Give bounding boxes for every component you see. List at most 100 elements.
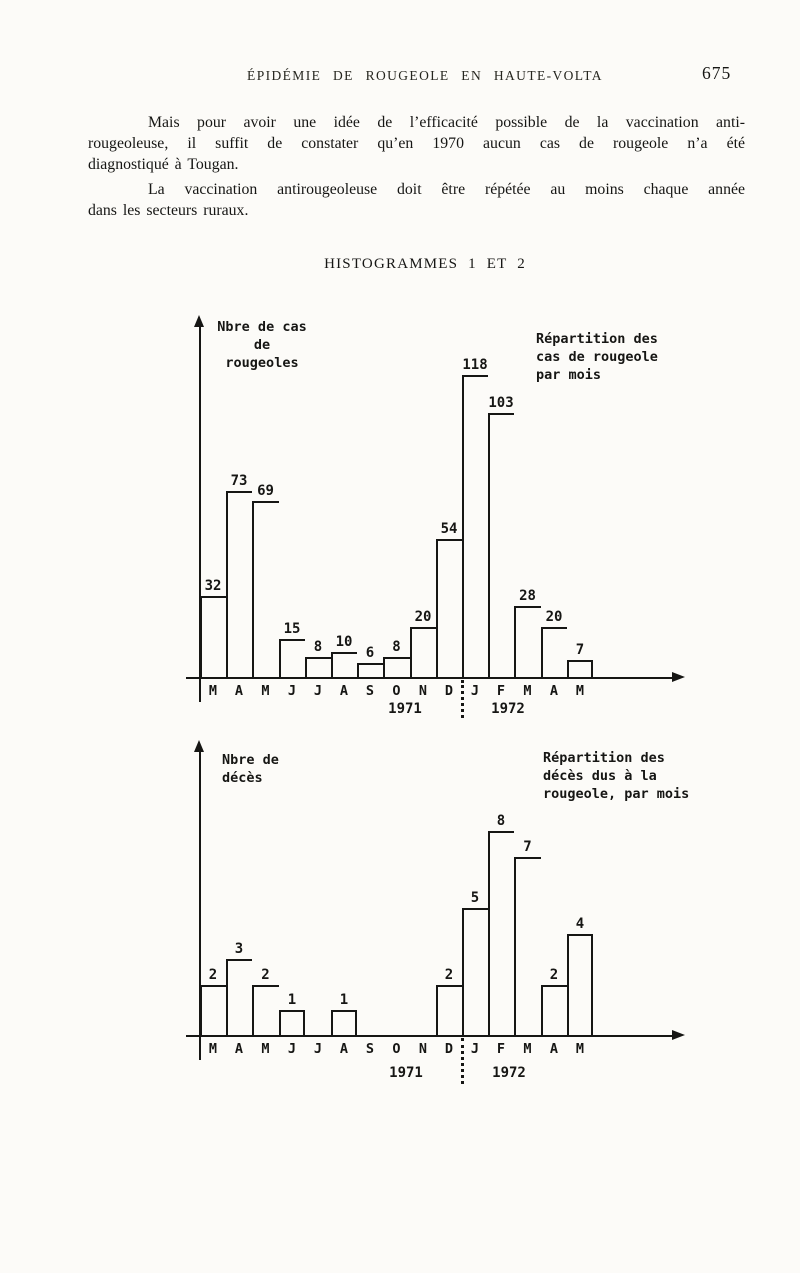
bar xyxy=(226,959,252,1036)
x-tick-label: A xyxy=(339,683,349,699)
x-tick-label: F xyxy=(496,683,506,699)
x-tick-label: O xyxy=(392,1041,401,1057)
bar-value-label: 2 xyxy=(549,967,559,983)
bar xyxy=(279,639,305,678)
bar xyxy=(331,652,357,678)
year-label: 1971 xyxy=(388,701,422,717)
chart-title-line: par mois xyxy=(536,367,602,383)
bar xyxy=(567,660,593,678)
bar-value-label: 118 xyxy=(462,357,488,373)
paragraph-line: diagnostiqué à Tougan. xyxy=(88,156,239,173)
bar-value-label: 8 xyxy=(496,813,506,829)
year-label: 1972 xyxy=(491,701,525,717)
year-divider xyxy=(461,1038,464,1084)
x-tick-label: J xyxy=(287,1041,297,1057)
y-axis xyxy=(199,750,201,1060)
bar xyxy=(541,627,567,678)
x-axis xyxy=(186,1035,672,1037)
x-tick-label: J xyxy=(470,1041,480,1057)
bar-value-label: 4 xyxy=(575,916,585,932)
y-axis-label-line: décès xyxy=(222,770,263,786)
paragraph-line: Mais pour avoir une idée de l’efficacité… xyxy=(148,114,745,131)
x-tick-label: M xyxy=(261,1041,270,1057)
x-tick-label: J xyxy=(313,1041,323,1057)
year-divider xyxy=(461,680,464,718)
x-tick-label: J xyxy=(470,683,480,699)
x-tick-label: A xyxy=(234,683,244,699)
x-tick-label: M xyxy=(523,1041,532,1057)
y-axis xyxy=(199,325,201,702)
bar xyxy=(305,657,331,678)
bar xyxy=(200,985,226,1036)
chart-title-line: Répartition des xyxy=(536,331,658,347)
x-tick-label: N xyxy=(418,1041,428,1057)
x-tick-label: D xyxy=(444,1041,454,1057)
histogram-1-measles-cases: Nbre de cas de rougeoles Répartition des cas… xyxy=(0,310,800,735)
bar-value-label: 3 xyxy=(234,941,244,957)
paragraph-1: Mais pour avoir une idée de l’efficacité… xyxy=(88,112,745,175)
bar xyxy=(436,985,462,1036)
paragraph-2: La vaccination antirougeoleuse doit être… xyxy=(88,179,745,221)
bar-value-label: 20 xyxy=(545,609,563,625)
x-tick-label: J xyxy=(287,683,297,699)
bar-value-label: 28 xyxy=(519,588,536,604)
bar xyxy=(541,985,567,1036)
bar xyxy=(462,908,488,1036)
x-tick-label: M xyxy=(208,1041,218,1057)
paragraph-line: dans les secteurs ruraux. xyxy=(88,202,249,219)
bar-value-label: 7 xyxy=(575,642,585,658)
bar xyxy=(462,375,488,678)
running-head-title: ÉPIDÉMIE DE ROUGEOLE EN HAUTE-VOLTA xyxy=(247,68,603,83)
x-tick-label: A xyxy=(549,1041,559,1057)
y-axis-label: Nbre de décès xyxy=(222,751,342,787)
paragraph-line: rougeoleuse, il suffit de constater qu’e… xyxy=(88,135,745,152)
year-label: 1971 xyxy=(389,1065,423,1081)
x-tick-label: J xyxy=(313,683,323,699)
x-tick-label: N xyxy=(418,683,428,699)
bar-value-label: 103 xyxy=(488,395,514,411)
bar-value-label: 7 xyxy=(523,839,532,855)
chart-title: Répartition des cas de rougeole par mois xyxy=(536,330,658,384)
y-axis-arrow-icon xyxy=(194,315,204,327)
bar xyxy=(226,491,252,678)
bar xyxy=(357,663,383,678)
bar-value-label: 69 xyxy=(257,483,274,499)
bar-value-label: 10 xyxy=(335,634,353,650)
y-axis-label-line: de xyxy=(253,337,271,353)
bar xyxy=(410,627,436,678)
bar-value-label: 15 xyxy=(283,621,301,637)
chart-title-line: cas de rougeole xyxy=(536,349,658,365)
bar xyxy=(488,413,514,678)
chart-title: Répartition des décès dus à la rougeole, p… xyxy=(543,749,689,803)
bar xyxy=(252,501,279,678)
bar xyxy=(488,831,514,1036)
x-tick-label: M xyxy=(208,683,218,699)
x-tick-label: O xyxy=(392,683,401,699)
x-tick-label: M xyxy=(575,683,585,699)
x-tick-label: M xyxy=(261,683,270,699)
bar xyxy=(567,934,593,1036)
y-axis-arrow-icon xyxy=(194,740,204,752)
figure-heading: HISTOGRAMMES 1 ET 2 xyxy=(324,256,526,272)
x-axis-arrow-icon xyxy=(672,672,685,682)
bar xyxy=(279,1010,305,1036)
bar-value-label: 32 xyxy=(204,578,222,594)
year-label: 1972 xyxy=(492,1065,526,1081)
histogram-2-measles-deaths: Nbre de décès Répartition des décès dus à l… xyxy=(0,735,800,1100)
y-axis-label-line: Nbre de xyxy=(222,752,279,768)
bar-value-label: 1 xyxy=(287,992,297,1008)
chart-title-line: rougeole, par mois xyxy=(543,786,690,802)
bar-value-label: 8 xyxy=(392,639,401,655)
chart-title-line: Répartition des xyxy=(543,750,665,766)
bar-value-label: 2 xyxy=(208,967,218,983)
bar xyxy=(514,857,541,1036)
y-axis-label-line: rougeoles xyxy=(225,355,299,371)
y-axis-label: Nbre de cas de rougeoles xyxy=(204,318,320,372)
bar xyxy=(331,1010,357,1036)
x-axis xyxy=(186,677,672,679)
x-tick-label: F xyxy=(496,1041,506,1057)
bar xyxy=(436,539,462,678)
bar-value-label: 5 xyxy=(470,890,480,906)
paragraph-line: La vaccination antirougeoleuse doit être… xyxy=(148,181,745,198)
